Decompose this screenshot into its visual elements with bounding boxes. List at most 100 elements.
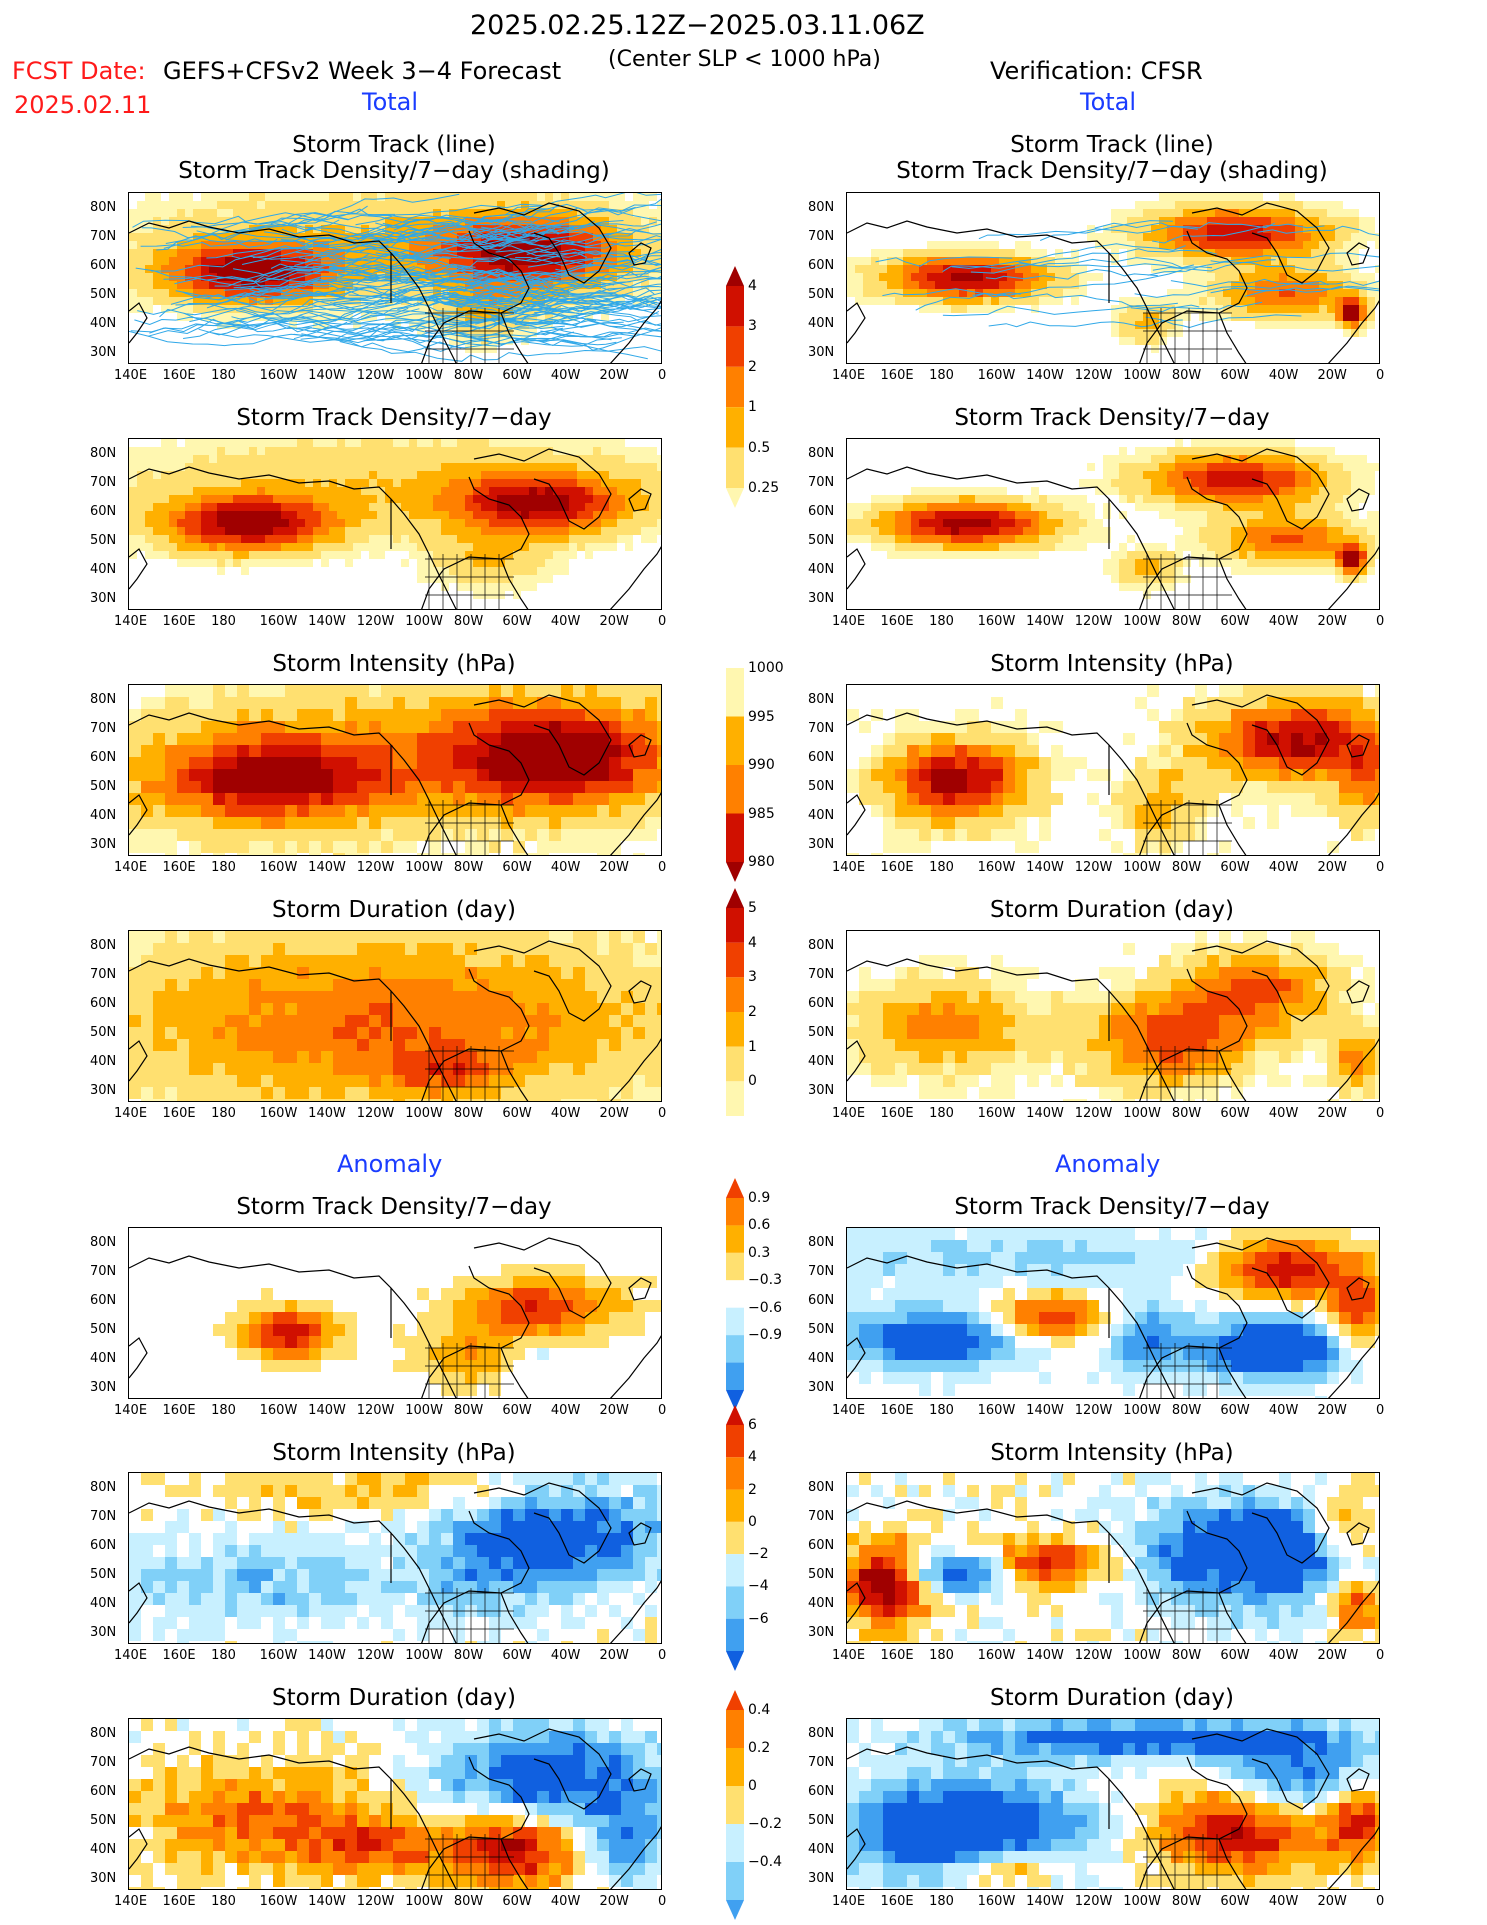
map-panel-r5-verification	[846, 1472, 1380, 1644]
map-canvas	[847, 1719, 1379, 1889]
colorbar-segment	[726, 942, 744, 978]
map-canvas	[847, 439, 1379, 609]
lon-tick-label: 0	[658, 1648, 667, 1663]
coastline	[847, 302, 866, 344]
section-anomaly-right: Anomaly	[1055, 1150, 1161, 1178]
lat-tick-label: 50N	[808, 287, 835, 302]
storm-tracks	[875, 220, 1379, 329]
lat-tick-label: 70N	[808, 1509, 835, 1524]
lon-tick-label: 100W	[405, 368, 443, 383]
colorbar-segment	[726, 1618, 744, 1651]
center-slp-note: (Center SLP < 1000 hPa)	[608, 47, 881, 72]
colorbar-label: 0.4	[748, 1702, 771, 1718]
coastline	[1346, 980, 1370, 1004]
lon-tick-label: 120W	[356, 1106, 395, 1121]
map-panel-r2-forecast	[128, 684, 662, 856]
lat-tick-label: 70N	[90, 229, 117, 244]
forecast-model-label: GEFS+CFSv2 Week 3−4 Forecast	[163, 57, 562, 85]
shading	[847, 685, 1379, 855]
coastline	[1191, 448, 1330, 530]
coastline	[473, 202, 612, 284]
section-total-right: Total	[1080, 88, 1137, 116]
title-track-density-shading-left: Storm Track Density/7−day (shading)	[178, 158, 610, 184]
lon-tick-label: 120W	[1074, 368, 1113, 383]
lat-tick-label: 30N	[90, 1083, 117, 1098]
colorbar-segment	[726, 888, 744, 908]
colorbar-segment	[726, 1362, 744, 1390]
colorbar-label: 1000	[748, 660, 784, 676]
lon-tick-label: 60W	[1220, 1894, 1250, 1909]
coastline	[1191, 202, 1330, 284]
coastline	[500, 1347, 529, 1398]
lon-tick-label: 160E	[880, 1106, 914, 1121]
colorbar-segment	[726, 366, 744, 408]
lon-tick-label: 0	[1376, 1648, 1385, 1663]
coastline	[473, 1482, 612, 1564]
coastline	[1191, 1482, 1330, 1564]
lat-tick-label: 30N	[90, 837, 117, 852]
state-borders	[425, 554, 514, 609]
lon-tick-label: 40W	[550, 368, 581, 383]
lon-tick-label: 160E	[162, 1403, 196, 1418]
coastline	[421, 1265, 530, 1398]
colorbar-segment	[726, 1252, 744, 1281]
map-canvas	[129, 931, 661, 1101]
lon-tick-label: 140E	[114, 1894, 148, 1909]
lon-tick-label: 180	[211, 1648, 236, 1663]
lon-tick-label: 20W	[1317, 614, 1347, 629]
lon-tick-label: 180	[211, 368, 236, 383]
colorbar-segment	[726, 1457, 744, 1490]
coastline	[628, 488, 652, 512]
colorbar-segment	[726, 1307, 744, 1336]
lon-tick-label: 140E	[114, 1106, 148, 1121]
lat-tick-label: 60N	[90, 750, 117, 765]
lon-tick-label: 160W	[977, 1894, 1016, 1909]
lat-tick-label: 80N	[90, 446, 117, 461]
lat-tick-label: 40N	[808, 1351, 835, 1366]
lat-tick-label: 40N	[808, 1054, 835, 1069]
lon-tick-label: 180	[211, 1403, 236, 1418]
lon-tick-label: 20W	[1317, 1894, 1347, 1909]
title-track-density-shading-right: Storm Track Density/7−day (shading)	[896, 158, 1328, 184]
lat-tick-label: 70N	[808, 1755, 835, 1770]
colorbar-segment	[726, 1225, 744, 1253]
colorbar-label: 985	[748, 805, 775, 822]
coastline	[628, 1277, 652, 1301]
lon-tick-label: 80W	[453, 1894, 484, 1909]
lon-tick-label: 140W	[308, 368, 346, 383]
lon-tick-label: 140W	[308, 1648, 346, 1663]
lat-tick-label: 80N	[90, 200, 117, 215]
lat-tick-label: 70N	[90, 1264, 117, 1279]
coastline	[610, 1826, 661, 1889]
shading	[129, 685, 661, 855]
title-track-density-right: Storm Track Density/7−day	[954, 405, 1270, 431]
colorbar-label: 2	[748, 358, 757, 375]
colorbar-label: 5	[748, 900, 757, 916]
colorbar-label: 0.5	[748, 439, 771, 456]
lon-tick-label: 0	[1376, 1106, 1385, 1121]
colorbar-intensity-anom	[726, 1405, 744, 1671]
map-panel-r0-forecast	[128, 192, 662, 364]
lat-tick-label: 80N	[808, 446, 835, 461]
coastline	[1191, 694, 1330, 776]
lon-tick-label: 60W	[1220, 1403, 1250, 1418]
lon-tick-label: 20W	[599, 614, 629, 629]
lat-tick-label: 70N	[90, 1509, 117, 1524]
lat-tick-label: 60N	[90, 1538, 117, 1553]
colorbar-label: 3	[748, 969, 757, 986]
lat-tick-label: 80N	[90, 1726, 117, 1741]
lon-tick-label: 80W	[453, 368, 484, 383]
lon-tick-label: 180	[929, 1648, 954, 1663]
coastline	[1139, 722, 1248, 855]
colorbar-segment	[726, 1405, 744, 1425]
lat-tick-label: 60N	[808, 1784, 835, 1799]
forecast-date-value: 2025.02.11	[14, 91, 152, 119]
lon-tick-label: 140E	[114, 368, 148, 383]
colorbar-duration-total	[726, 888, 744, 1136]
colorbar-label: 0.9	[748, 1190, 771, 1206]
colorbar-segment	[726, 326, 744, 367]
lon-tick-label: 180	[929, 860, 954, 875]
shading	[847, 439, 1379, 599]
lon-tick-label: 20W	[599, 1648, 629, 1663]
colorbar-segment	[726, 1690, 744, 1710]
